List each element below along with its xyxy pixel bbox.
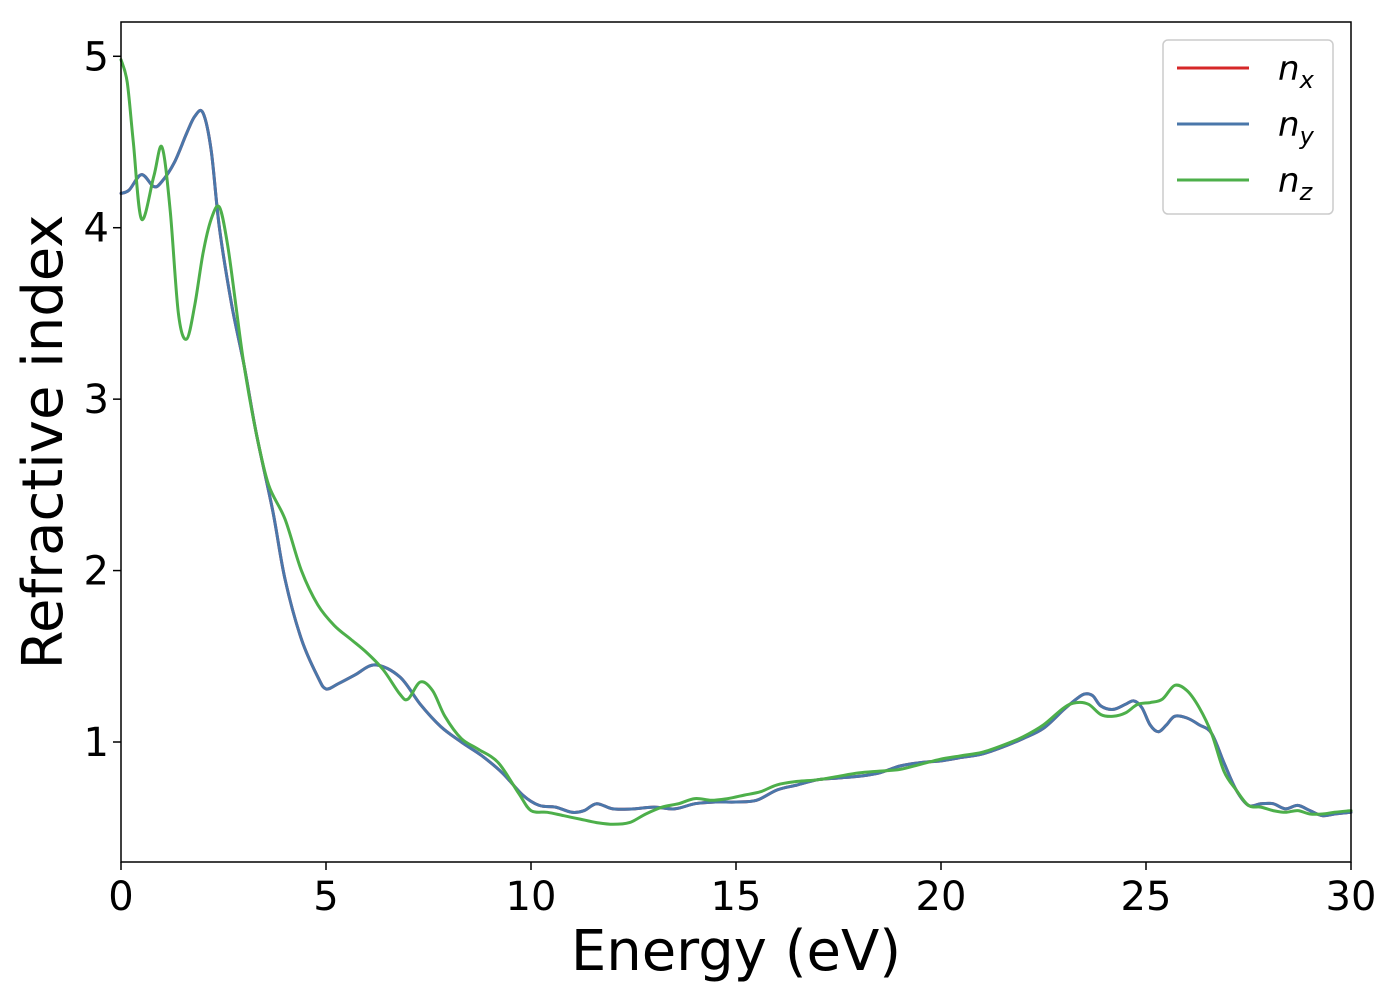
x-tick-label: 10: [506, 874, 557, 920]
ticks-layer: 0 5 10 15 20 25 30 1 2 3 4 5: [84, 34, 1377, 920]
y-tick-label: 3: [84, 377, 109, 423]
legend-box: [1162, 39, 1334, 215]
y-tick-label: 5: [84, 34, 109, 80]
x-tick-label: 30: [1326, 874, 1377, 920]
series-layer: [119, 58, 1353, 826]
x-tick-label: 0: [108, 874, 133, 920]
y-tick-label: 4: [84, 206, 109, 252]
y-tick-label: 2: [84, 549, 109, 595]
series-line-z: [119, 58, 1353, 826]
y-tick-label: 1: [84, 720, 109, 766]
legend-label-z: nz: [1278, 161, 1314, 206]
x-tick-label: 5: [313, 874, 338, 920]
legend-label-x: nx: [1278, 49, 1315, 94]
x-tick-label: 15: [711, 874, 762, 920]
y-axis-label: Refractive index: [11, 215, 76, 670]
x-tick-label: 25: [1121, 874, 1172, 920]
x-tick-label: 20: [916, 874, 967, 920]
legend: nx ny nz: [1162, 39, 1334, 215]
x-axis-label: Energy (eV): [571, 919, 901, 984]
legend-label-y: ny: [1278, 105, 1315, 150]
